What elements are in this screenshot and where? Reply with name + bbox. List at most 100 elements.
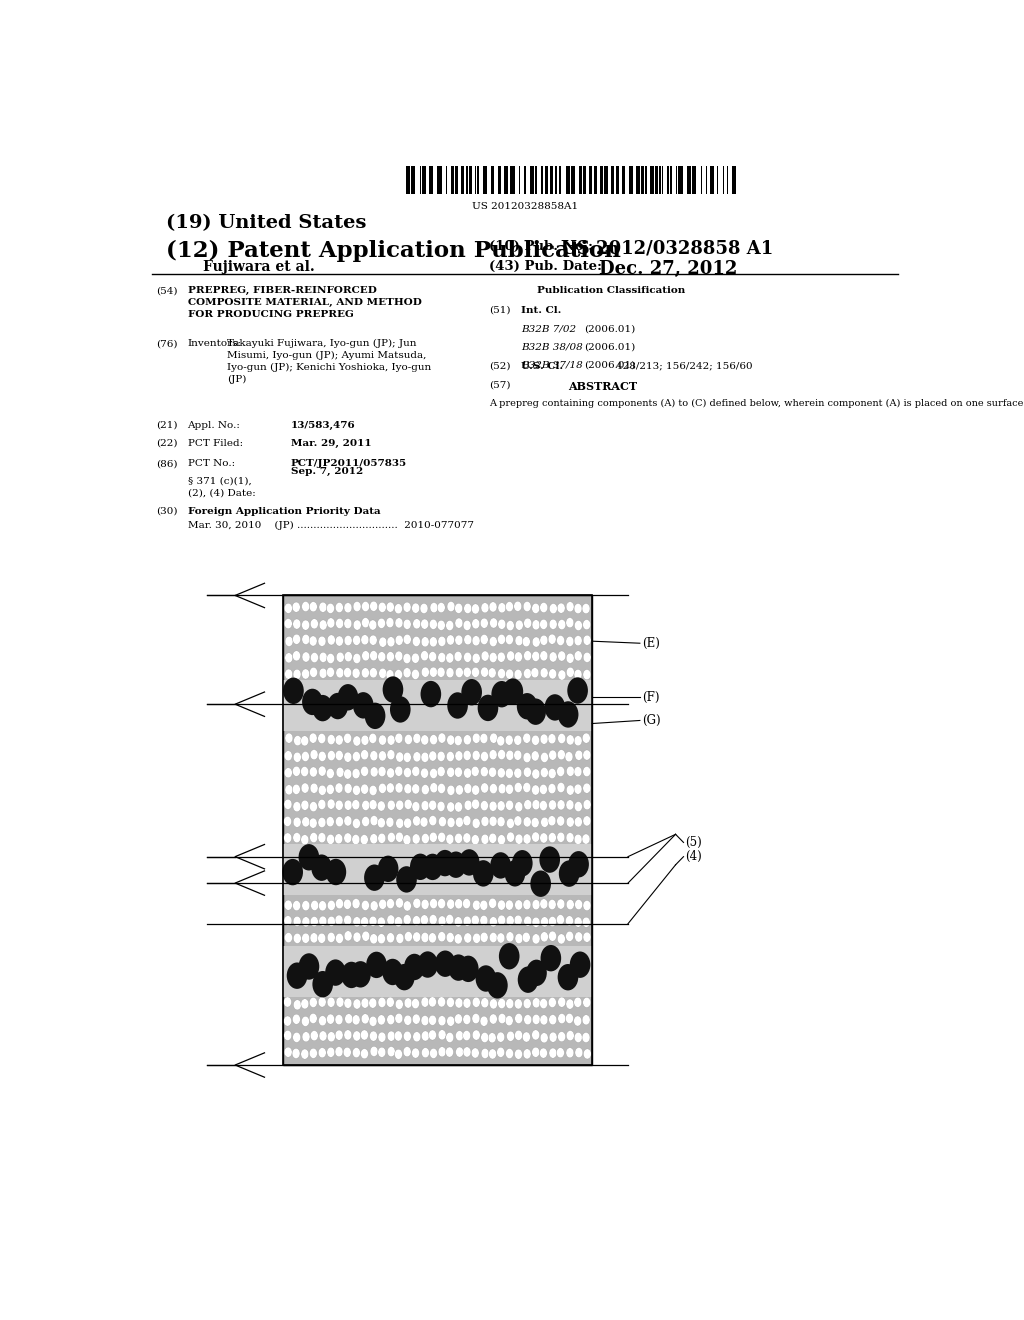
- Circle shape: [293, 801, 301, 812]
- Circle shape: [336, 701, 343, 711]
- Circle shape: [531, 1047, 540, 1057]
- Circle shape: [472, 799, 479, 809]
- Circle shape: [413, 816, 421, 826]
- Circle shape: [506, 916, 514, 925]
- Circle shape: [584, 981, 591, 990]
- Circle shape: [498, 685, 506, 694]
- Circle shape: [421, 619, 429, 630]
- Circle shape: [403, 850, 412, 861]
- Circle shape: [386, 783, 394, 793]
- Text: (2006.01): (2006.01): [585, 342, 636, 351]
- Circle shape: [412, 603, 420, 614]
- Circle shape: [336, 686, 344, 696]
- Circle shape: [309, 998, 317, 1007]
- Circle shape: [378, 652, 386, 661]
- Circle shape: [488, 718, 497, 729]
- Bar: [452, 165, 454, 194]
- Circle shape: [413, 867, 421, 878]
- Circle shape: [574, 651, 583, 661]
- Circle shape: [464, 603, 472, 614]
- Circle shape: [370, 982, 378, 993]
- Circle shape: [471, 767, 479, 776]
- Circle shape: [557, 783, 565, 792]
- Circle shape: [422, 1048, 429, 1057]
- Circle shape: [394, 982, 402, 991]
- Circle shape: [540, 701, 548, 711]
- Circle shape: [285, 882, 292, 892]
- Circle shape: [430, 735, 437, 744]
- Circle shape: [558, 948, 566, 958]
- Circle shape: [541, 684, 549, 694]
- Circle shape: [394, 669, 402, 680]
- Circle shape: [540, 850, 548, 861]
- Circle shape: [583, 635, 591, 645]
- Circle shape: [488, 898, 497, 908]
- Circle shape: [471, 1048, 479, 1059]
- Circle shape: [309, 636, 317, 645]
- Circle shape: [294, 965, 301, 975]
- Circle shape: [472, 851, 480, 862]
- Circle shape: [327, 950, 335, 961]
- Circle shape: [499, 784, 506, 793]
- Circle shape: [455, 767, 463, 777]
- Circle shape: [565, 717, 573, 727]
- Circle shape: [540, 800, 548, 810]
- Circle shape: [574, 767, 582, 776]
- Circle shape: [573, 1016, 582, 1026]
- Circle shape: [353, 620, 361, 630]
- Circle shape: [378, 767, 386, 776]
- Circle shape: [404, 734, 413, 744]
- Circle shape: [422, 833, 429, 843]
- Circle shape: [310, 1031, 318, 1040]
- Circle shape: [387, 949, 395, 960]
- Circle shape: [371, 884, 378, 895]
- Circle shape: [446, 883, 454, 894]
- Circle shape: [445, 1032, 454, 1043]
- Circle shape: [379, 751, 386, 762]
- Circle shape: [481, 834, 488, 845]
- Circle shape: [428, 1030, 436, 1040]
- Circle shape: [566, 667, 574, 677]
- Circle shape: [514, 652, 522, 663]
- Circle shape: [549, 750, 557, 760]
- Circle shape: [549, 931, 556, 941]
- Text: (2006.01): (2006.01): [585, 325, 636, 333]
- Circle shape: [522, 701, 530, 711]
- Circle shape: [318, 950, 327, 961]
- Circle shape: [480, 866, 488, 876]
- Circle shape: [283, 859, 303, 886]
- Circle shape: [318, 719, 326, 729]
- Circle shape: [438, 684, 446, 694]
- Circle shape: [369, 785, 377, 796]
- Text: Dec. 27, 2012: Dec. 27, 2012: [599, 260, 737, 279]
- Circle shape: [403, 900, 412, 911]
- Circle shape: [301, 702, 308, 713]
- Circle shape: [488, 685, 497, 696]
- Circle shape: [378, 1015, 385, 1024]
- Circle shape: [294, 999, 301, 1010]
- Circle shape: [369, 998, 377, 1008]
- Circle shape: [350, 961, 371, 987]
- Circle shape: [489, 750, 497, 760]
- Circle shape: [456, 1031, 464, 1041]
- Circle shape: [336, 652, 344, 663]
- Circle shape: [361, 931, 370, 941]
- Circle shape: [386, 669, 394, 680]
- Circle shape: [531, 603, 540, 614]
- Text: Takayuki Fujiwara, Iyo-gun (JP); Jun
Misumi, Iyo-gun (JP); Ayumi Matsuda,
Iyo-gu: Takayuki Fujiwara, Iyo-gun (JP); Jun Mis…: [227, 339, 431, 384]
- Circle shape: [420, 603, 428, 614]
- Circle shape: [335, 1047, 343, 1057]
- Circle shape: [353, 999, 360, 1008]
- Circle shape: [318, 882, 327, 892]
- Circle shape: [523, 884, 530, 894]
- Circle shape: [449, 954, 469, 981]
- Text: Int. Cl.: Int. Cl.: [521, 306, 561, 314]
- Circle shape: [302, 817, 309, 826]
- Circle shape: [422, 882, 429, 892]
- Circle shape: [515, 620, 523, 630]
- Bar: [483, 165, 487, 194]
- Circle shape: [403, 882, 412, 892]
- Circle shape: [387, 933, 394, 942]
- Circle shape: [438, 718, 446, 729]
- Circle shape: [498, 750, 506, 760]
